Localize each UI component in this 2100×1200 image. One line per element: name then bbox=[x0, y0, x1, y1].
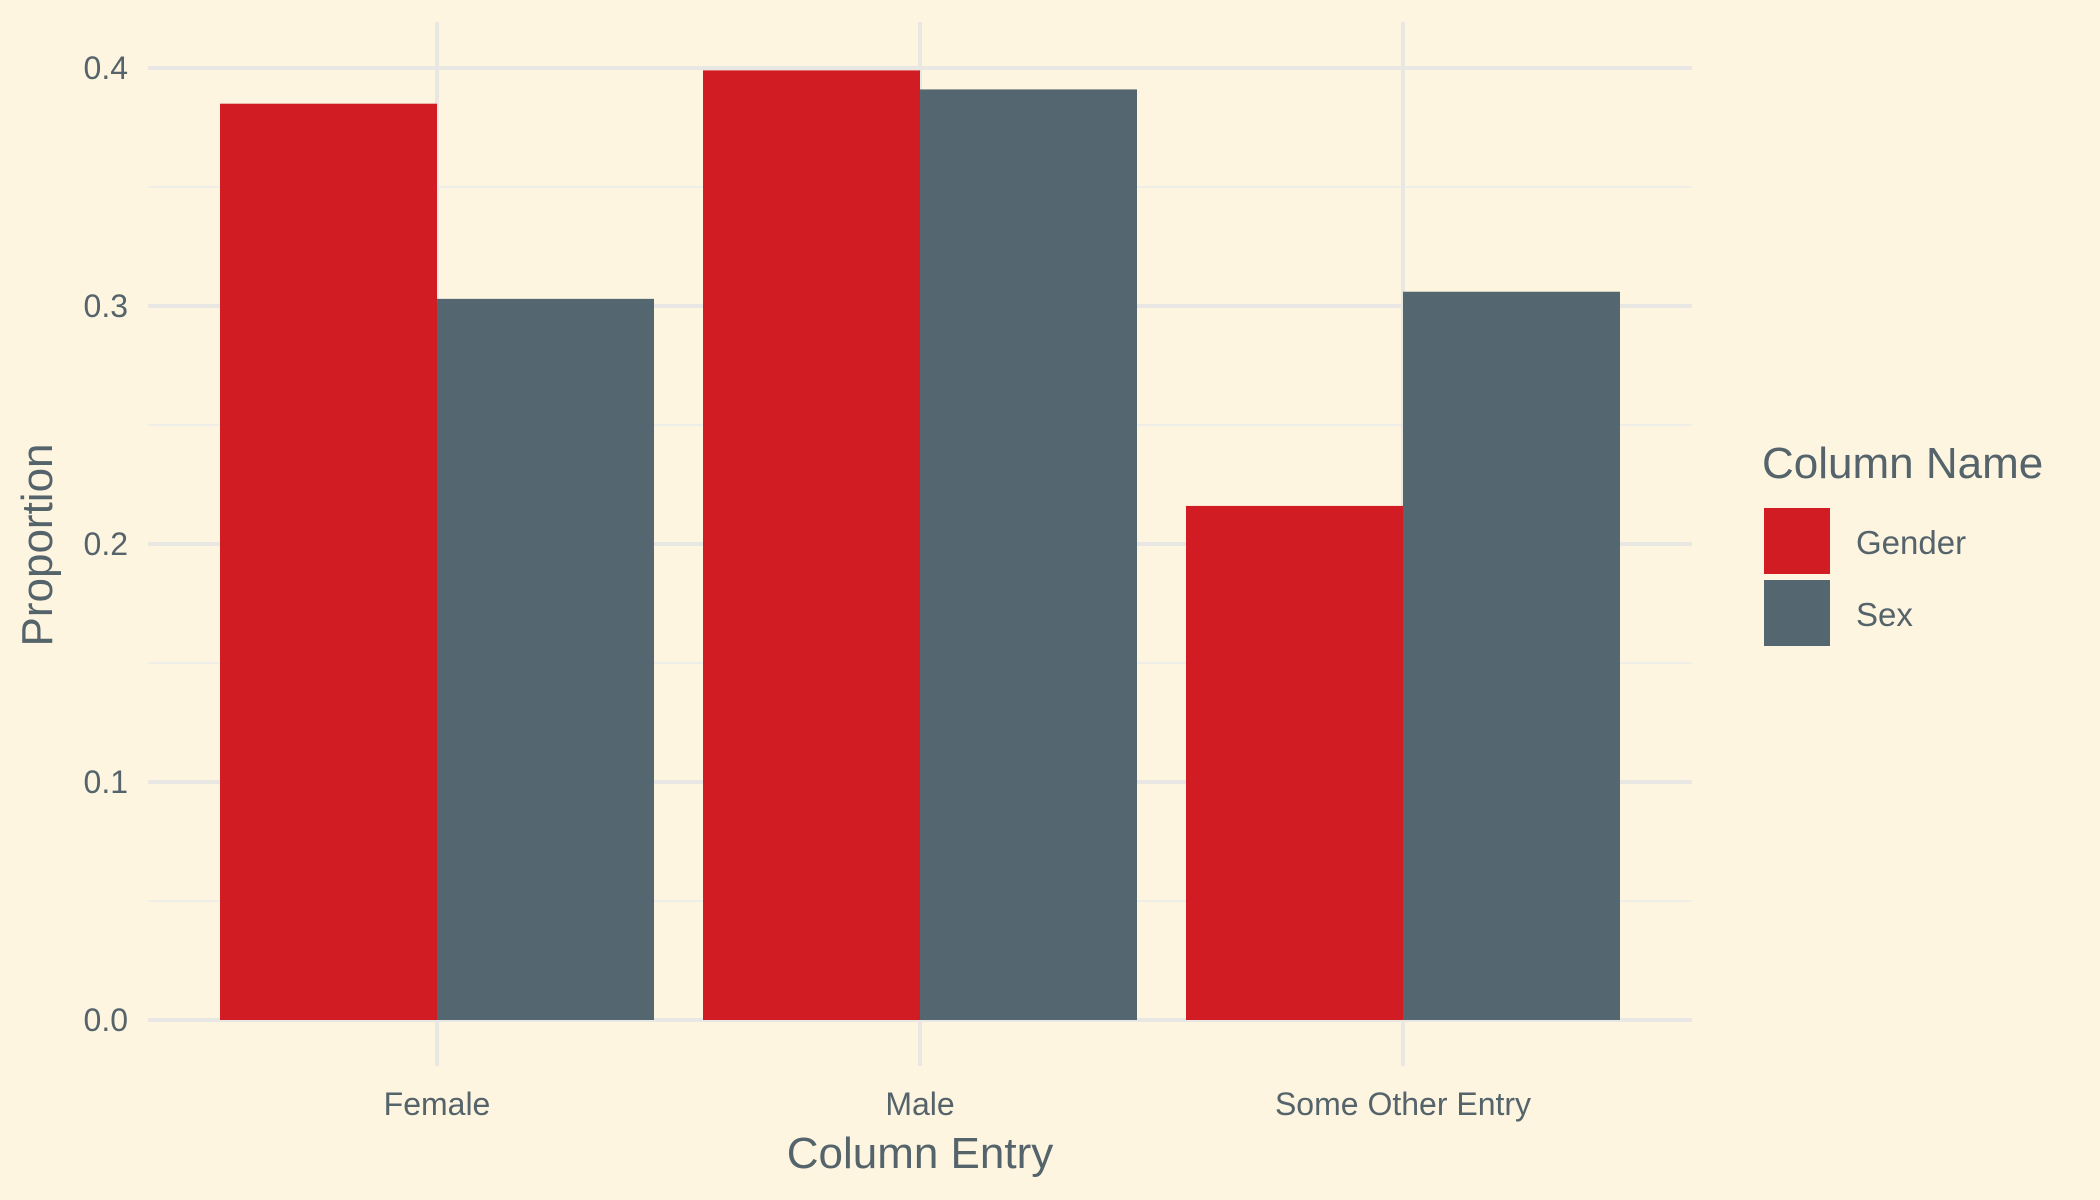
legend-swatch-gender bbox=[1764, 508, 1830, 574]
x-tick-label: Some Other Entry bbox=[1275, 1086, 1531, 1122]
y-axis-title: Proportion bbox=[13, 443, 62, 646]
x-tick-label: Female bbox=[384, 1086, 491, 1122]
legend-swatch-sex bbox=[1764, 580, 1830, 646]
y-tick-labels: 0.0 0.1 0.2 0.3 0.4 bbox=[84, 50, 128, 1038]
x-tick-labels: Female Male Some Other Entry bbox=[384, 1086, 1531, 1122]
x-axis-title: Column Entry bbox=[787, 1129, 1054, 1178]
y-tick-label: 0.0 bbox=[84, 1002, 128, 1038]
legend-label-gender: Gender bbox=[1856, 524, 1966, 561]
y-tick-label: 0.2 bbox=[84, 526, 128, 562]
y-tick-label: 0.1 bbox=[84, 764, 128, 800]
legend-label-sex: Sex bbox=[1856, 596, 1913, 633]
legend-title: Column Name bbox=[1762, 439, 2043, 488]
x-tick-label: Male bbox=[885, 1086, 954, 1122]
bar-gender-some-other-entry bbox=[1186, 505, 1403, 1020]
y-tick-label: 0.3 bbox=[84, 288, 128, 324]
bar-sex-female bbox=[437, 298, 654, 1020]
y-tick-label: 0.4 bbox=[84, 50, 128, 86]
bar-sex-some-other-entry bbox=[1403, 291, 1620, 1021]
bars bbox=[220, 70, 1620, 1021]
bar-gender-male bbox=[703, 70, 920, 1020]
bar-sex-male bbox=[920, 89, 1137, 1021]
bar-gender-female bbox=[220, 103, 437, 1020]
legend: Column Name Gender Sex bbox=[1762, 439, 2043, 646]
